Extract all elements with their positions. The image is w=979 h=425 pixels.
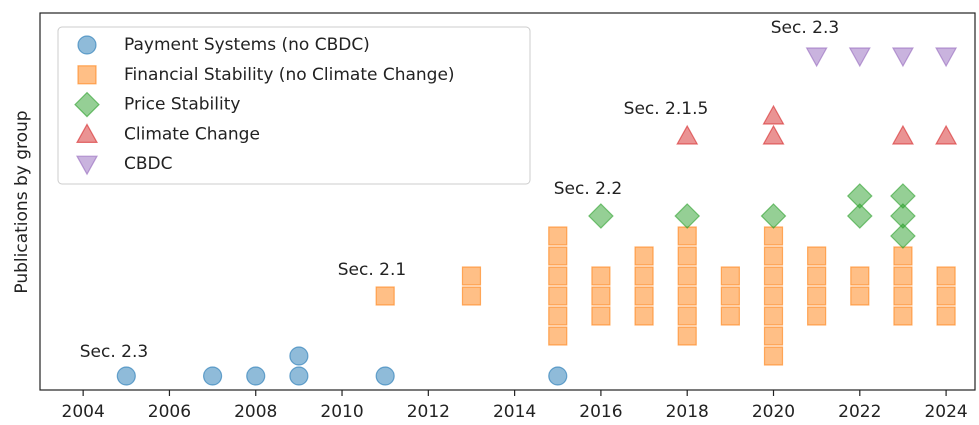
marker bbox=[75, 123, 99, 143]
marker bbox=[548, 226, 568, 246]
marker bbox=[677, 226, 697, 246]
marker bbox=[720, 286, 740, 306]
marker bbox=[548, 326, 568, 346]
marker bbox=[850, 286, 870, 306]
legend-label: Payment Systems (no CBDC) bbox=[124, 35, 370, 55]
marker bbox=[548, 246, 568, 266]
marker bbox=[763, 326, 784, 346]
marker bbox=[805, 47, 828, 68]
marker bbox=[375, 286, 395, 306]
marker bbox=[548, 366, 568, 386]
marker bbox=[591, 266, 611, 286]
marker bbox=[720, 306, 740, 326]
marker bbox=[548, 286, 568, 306]
marker bbox=[763, 346, 784, 366]
marker bbox=[890, 203, 916, 229]
marker bbox=[850, 266, 870, 286]
annotation: Sec. 2.1 bbox=[338, 260, 406, 280]
legend-label: CBDC bbox=[124, 154, 173, 174]
marker bbox=[289, 346, 309, 366]
marker bbox=[634, 286, 654, 306]
x-tick-label: 2014 bbox=[493, 402, 536, 421]
legend-label: Climate Change bbox=[124, 124, 260, 144]
marker bbox=[763, 286, 784, 306]
marker bbox=[676, 124, 699, 145]
marker bbox=[677, 266, 697, 286]
marker bbox=[893, 246, 913, 266]
marker bbox=[677, 286, 697, 306]
marker bbox=[763, 266, 784, 286]
marker bbox=[807, 266, 827, 286]
annotation: Sec. 2.3 bbox=[771, 18, 839, 38]
marker bbox=[891, 124, 914, 145]
marker bbox=[763, 306, 784, 326]
marker bbox=[936, 306, 956, 326]
marker bbox=[760, 203, 787, 229]
marker bbox=[846, 183, 873, 209]
x-tick-label: 2022 bbox=[838, 402, 881, 421]
marker bbox=[677, 246, 697, 266]
x-tick-label: 2020 bbox=[752, 402, 795, 421]
marker bbox=[677, 326, 697, 346]
y-axis-label: Publications by group bbox=[12, 110, 32, 293]
marker bbox=[634, 266, 654, 286]
marker bbox=[591, 306, 611, 326]
marker bbox=[720, 266, 740, 286]
x-tick-label: 2008 bbox=[234, 402, 277, 421]
marker bbox=[461, 286, 482, 306]
marker bbox=[763, 226, 784, 246]
marker bbox=[75, 155, 99, 176]
marker bbox=[591, 286, 611, 306]
marker bbox=[74, 91, 100, 118]
marker bbox=[935, 124, 958, 145]
marker bbox=[891, 47, 914, 68]
marker bbox=[461, 266, 482, 286]
x-tick-label: 2018 bbox=[666, 402, 709, 421]
marker bbox=[936, 286, 956, 306]
x-tick-label: 2016 bbox=[579, 402, 622, 421]
x-tick-label: 2024 bbox=[924, 402, 967, 421]
annotation: Sec. 2.1.5 bbox=[624, 99, 709, 119]
marker bbox=[846, 203, 873, 229]
marker bbox=[116, 366, 136, 386]
marker bbox=[936, 266, 956, 286]
legend-label: Financial Stability (no Climate Change) bbox=[124, 65, 455, 85]
marker bbox=[202, 366, 223, 386]
marker bbox=[77, 35, 97, 55]
marker bbox=[763, 246, 784, 266]
marker bbox=[246, 366, 266, 386]
legend-box bbox=[57, 26, 531, 185]
plot-frame bbox=[39, 12, 976, 391]
x-tick-label: 2004 bbox=[62, 402, 105, 421]
marker bbox=[893, 266, 913, 286]
marker bbox=[890, 223, 916, 249]
marker bbox=[548, 266, 568, 286]
x-tick-label: 2012 bbox=[407, 402, 450, 421]
marker bbox=[677, 306, 697, 326]
marker bbox=[77, 65, 97, 85]
marker bbox=[935, 47, 958, 68]
marker bbox=[762, 124, 785, 145]
annotation: Sec. 2.2 bbox=[554, 179, 622, 199]
marker bbox=[674, 203, 701, 229]
marker bbox=[548, 306, 568, 326]
marker bbox=[848, 47, 871, 68]
marker bbox=[375, 366, 395, 386]
annotation: Sec. 2.3 bbox=[80, 342, 148, 362]
marker bbox=[807, 286, 827, 306]
marker bbox=[634, 246, 654, 266]
marker bbox=[890, 183, 916, 209]
x-tick-label: 2010 bbox=[320, 402, 363, 421]
marker bbox=[588, 203, 614, 229]
marker bbox=[893, 286, 913, 306]
marker bbox=[807, 306, 827, 326]
marker bbox=[762, 104, 785, 125]
marker bbox=[807, 246, 827, 266]
x-tick-label: 2006 bbox=[148, 402, 191, 421]
marker bbox=[289, 366, 309, 386]
legend-label: Price Stability bbox=[124, 95, 240, 115]
marker bbox=[893, 306, 913, 326]
marker bbox=[634, 306, 654, 326]
